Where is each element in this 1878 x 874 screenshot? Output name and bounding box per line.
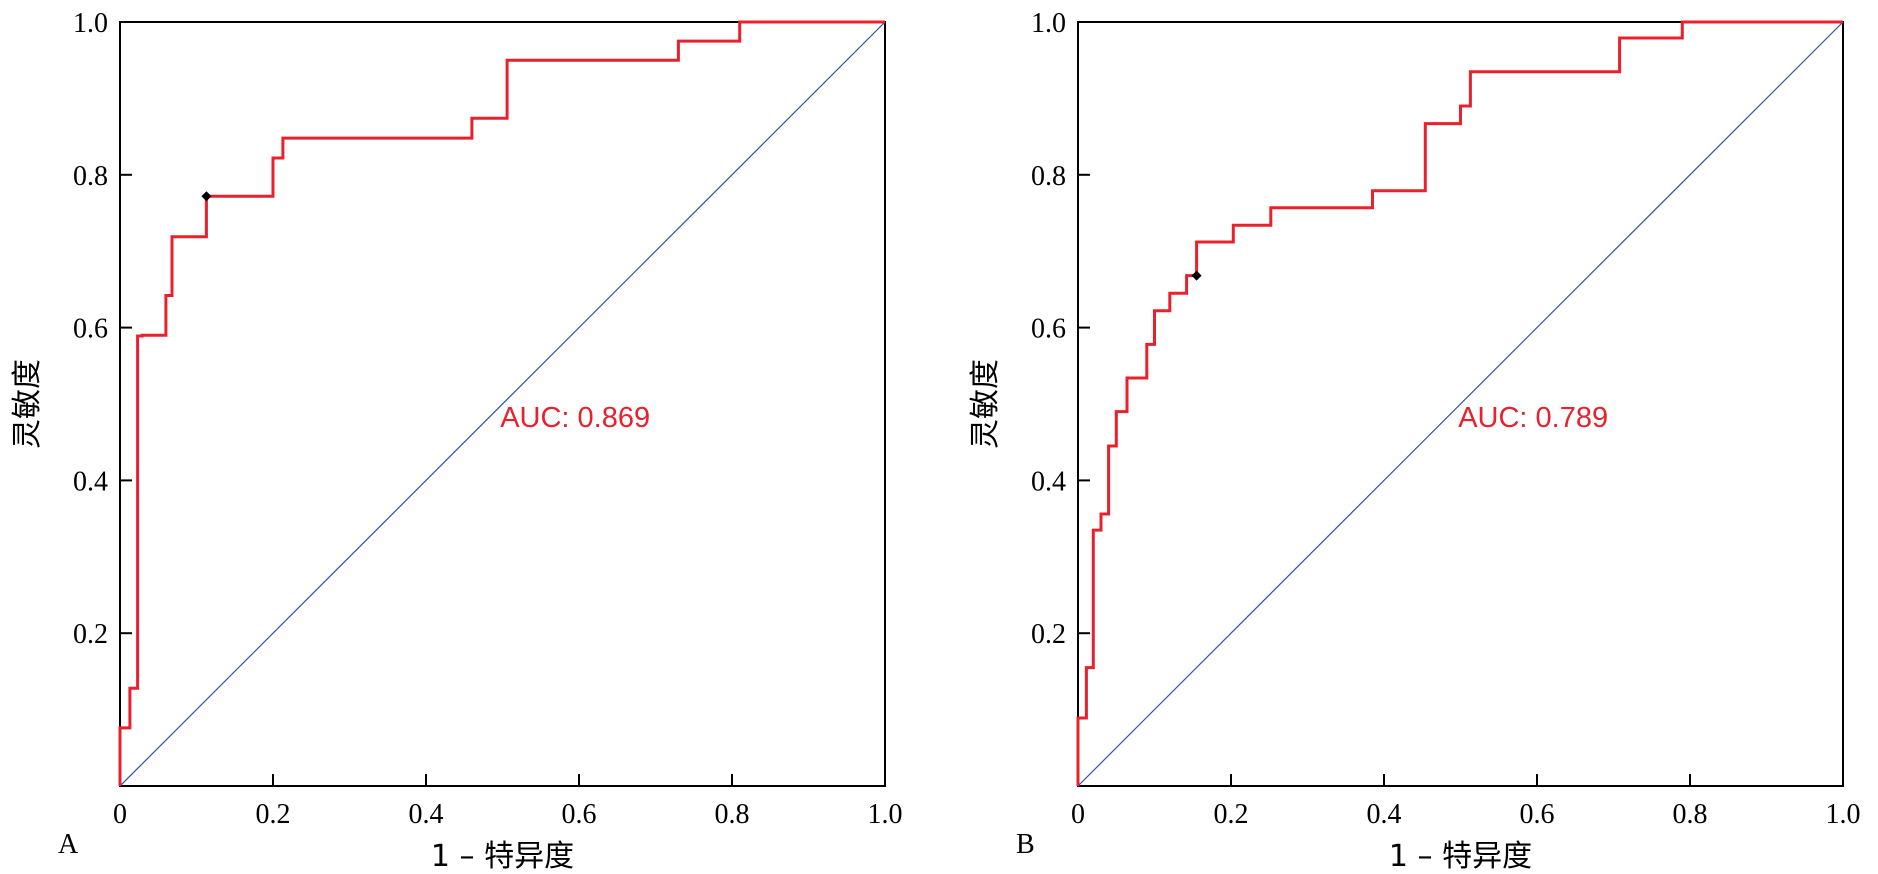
y-tick-label: 0.4: [73, 466, 108, 497]
y-tick-label: 0.8: [73, 161, 108, 192]
x-tick-label: 0.8: [715, 799, 750, 830]
x-tick-label: 0.2: [1214, 799, 1249, 830]
panel-label: B: [1016, 829, 1035, 860]
auc-label: AUC: 0.869: [500, 402, 650, 434]
x-tick-label: 0: [1071, 799, 1085, 830]
y-tick-label: 0.6: [1031, 314, 1066, 345]
x-tick-label: 0.8: [1673, 799, 1708, 830]
y-tick-label: 1.0: [73, 8, 108, 39]
plot-frame: [1077, 21, 1844, 787]
y-tick-label: 0.2: [73, 619, 108, 650]
y-tick-label: 0.8: [1031, 161, 1066, 192]
x-axis-label: 1 – 特异度: [431, 839, 574, 874]
x-tick-label: 0.4: [1367, 799, 1402, 830]
x-tick-label: 1.0: [1826, 799, 1861, 830]
x-tick-label: 0.6: [562, 799, 597, 830]
roc-curve: [1076, 20, 1843, 786]
x-tick-label: 0.2: [256, 799, 291, 830]
roc-panel-a: 0 0.2 0.4 0.6 0.8 1.0 0.2 0.4 0.6 0.8 1.0 1 – 特异度 灵敏…: [10, 8, 903, 874]
panel-label: A: [58, 829, 79, 860]
x-tick-label: 0.6: [1520, 799, 1555, 830]
reference-line: [119, 21, 886, 787]
y-tick-label: 0.4: [1031, 466, 1066, 497]
x-tick-label: 0: [113, 799, 127, 830]
y-tick-label: 0.2: [1031, 619, 1066, 650]
x-tick-label: 0.4: [409, 799, 444, 830]
roc-panel-b: 0 0.2 0.4 0.6 0.8 1.0 0.2 0.4 0.6 0.8 1.0 1 – 特异度 灵敏…: [968, 8, 1861, 874]
plot-frame: [119, 21, 886, 787]
reference-line: [1077, 21, 1844, 787]
cutoff-point: [201, 191, 212, 202]
y-tick-label: 0.6: [73, 314, 108, 345]
auc-label: AUC: 0.789: [1458, 402, 1608, 434]
y-axis-label: 灵敏度: [968, 359, 1003, 449]
y-axis-label: 灵敏度: [10, 359, 45, 449]
x-tick-label: 1.0: [868, 799, 903, 830]
cutoff-point: [1191, 270, 1202, 281]
x-axis-label: 1 – 特异度: [1389, 839, 1532, 874]
y-tick-label: 1.0: [1031, 8, 1066, 39]
